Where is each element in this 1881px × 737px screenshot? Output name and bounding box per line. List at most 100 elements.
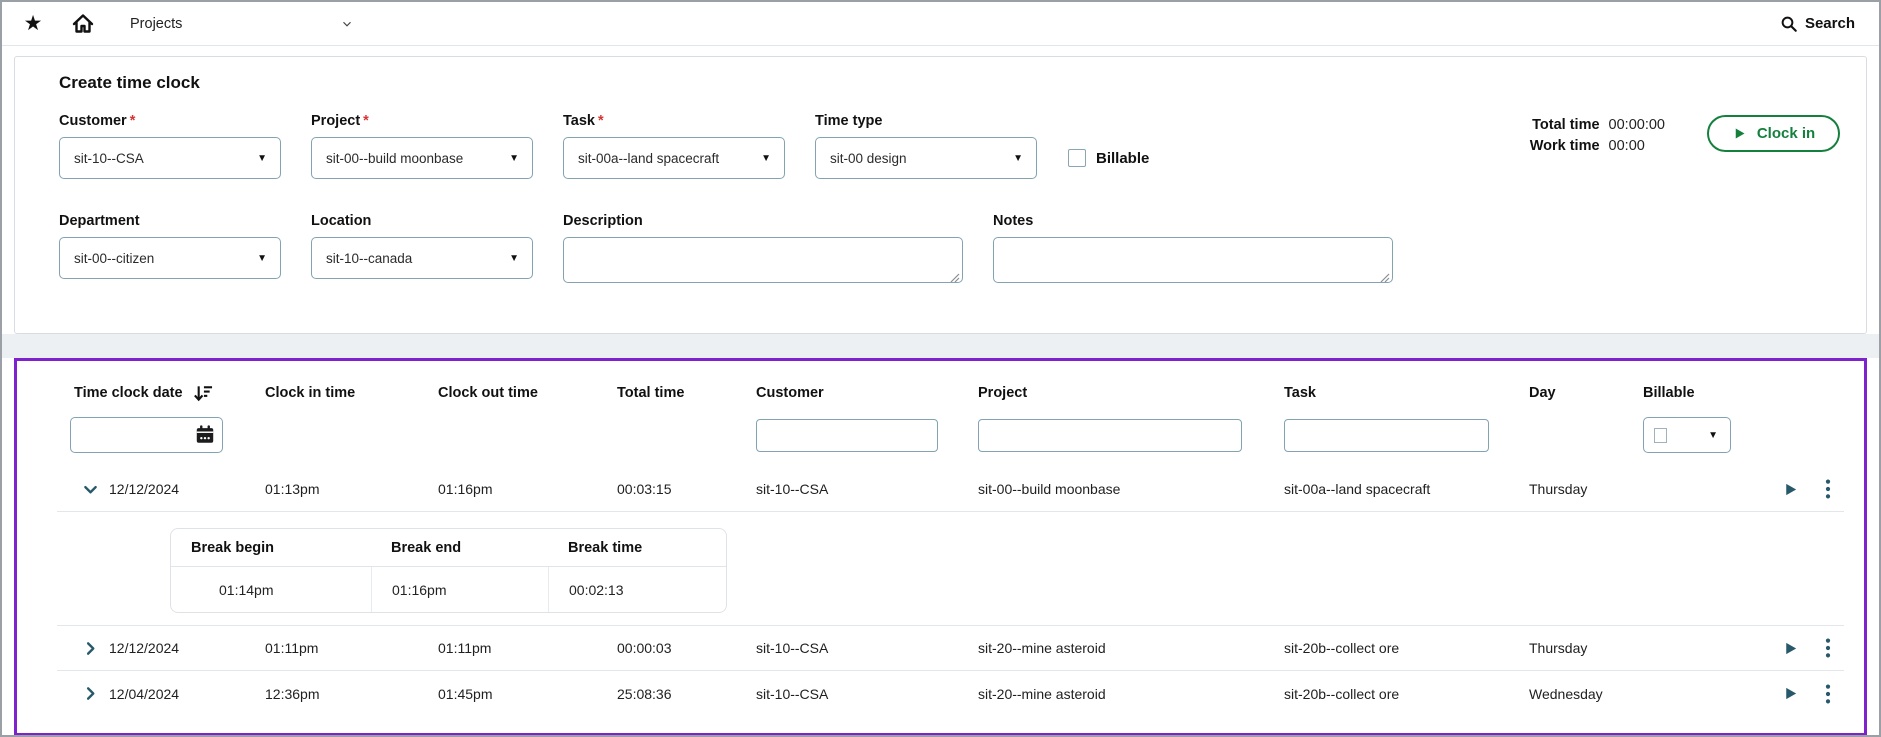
row-menu-kebab-icon[interactable] (1825, 478, 1831, 500)
break-end-value: 01:16pm (371, 567, 548, 612)
total-time-value: 00:00:00 (1608, 117, 1665, 133)
expand-row-chevron-right-icon[interactable] (81, 684, 100, 703)
break-begin-header: Break begin (191, 539, 274, 556)
project-field-group: Project * sit-00--build moonbase ▼ (311, 113, 533, 179)
sort-descending-icon[interactable] (192, 383, 213, 403)
task-select-value: sit-00a--land spacecraft (578, 150, 720, 166)
clock-in-button[interactable]: Clock in (1707, 115, 1840, 152)
cell-total: 25:08:36 (617, 685, 672, 702)
cell-day: Thursday (1529, 481, 1588, 497)
task-filter-input[interactable] (1284, 418, 1489, 452)
notes-textarea[interactable] (993, 237, 1393, 283)
break-sub-table: Break begin Break end Break time 01:14pm… (170, 528, 727, 613)
cell-date: 12/04/2024 (109, 685, 180, 702)
customer-label: Customer (59, 113, 127, 129)
chevron-down-icon: ▼ (1013, 152, 1023, 164)
top-navigation-bar: ★ Projects Search (2, 2, 1879, 46)
time-type-field-group: Time type sit-00 design ▼ (815, 113, 1037, 179)
break-end-header: Break end (391, 539, 462, 556)
department-select-value: sit-00--citizen (74, 250, 155, 266)
column-header-project: Project (978, 385, 1028, 401)
collapse-row-chevron-down-icon[interactable] (81, 480, 100, 499)
required-marker: * (363, 113, 369, 129)
time-type-select[interactable]: sit-00 design ▼ (815, 137, 1037, 179)
cell-task: sit-20b--collect ore (1284, 640, 1400, 656)
break-time-value: 00:02:13 (548, 567, 726, 612)
description-textarea[interactable] (563, 237, 963, 283)
location-select[interactable]: sit-10--canada ▼ (311, 237, 533, 279)
cell-customer: sit-10--CSA (756, 481, 829, 497)
column-header-clock-in: Clock in time (265, 385, 356, 401)
break-detail-section: Break begin Break end Break time 01:14pm… (57, 512, 1844, 626)
department-select[interactable]: sit-00--citizen ▼ (59, 237, 281, 279)
favorite-star-icon[interactable]: ★ (23, 12, 43, 35)
column-header-task: Task (1284, 385, 1316, 401)
location-label: Location (311, 213, 372, 229)
chevron-down-icon: ▼ (509, 252, 519, 264)
cell-project: sit-20--mine asteroid (978, 685, 1106, 702)
task-select[interactable]: sit-00a--land spacecraft ▼ (563, 137, 785, 179)
notes-label: Notes (993, 213, 1034, 229)
cell-project: sit-20--mine asteroid (978, 640, 1106, 656)
cell-clock-in: 01:13pm (265, 481, 320, 497)
chevron-down-icon: ▼ (761, 152, 771, 164)
column-header-total: Total time (617, 385, 685, 401)
description-label: Description (563, 213, 643, 229)
billable-filter-select[interactable]: ▼ (1643, 417, 1731, 453)
search-label: Search (1804, 15, 1855, 32)
projects-nav-dropdown[interactable]: Projects (124, 12, 360, 36)
table-row[interactable]: 12/12/2024 01:11pm 01:11pm 00:00:03 sit-… (57, 626, 1844, 671)
customer-field-group: Customer * sit-10--CSA ▼ (59, 113, 281, 179)
break-time-header: Break time (568, 539, 643, 556)
customer-filter-input[interactable] (756, 418, 938, 452)
required-marker: * (597, 113, 604, 129)
chevron-down-icon: ▼ (257, 152, 267, 164)
project-filter-input[interactable] (978, 418, 1242, 452)
billable-checkbox[interactable] (1068, 149, 1086, 167)
break-header-row: Break begin Break end Break time (171, 529, 726, 567)
task-label: Task (563, 113, 595, 129)
resume-play-icon[interactable] (1782, 685, 1799, 702)
table-header-row: Time clock date Clock in time Clock out … (57, 381, 1844, 405)
project-select[interactable]: sit-00--build moonbase ▼ (311, 137, 533, 179)
notes-field-group: Notes (993, 213, 1393, 288)
search-button[interactable]: Search (1780, 15, 1855, 33)
cell-day: Thursday (1529, 640, 1588, 656)
calendar-icon[interactable] (194, 424, 216, 450)
billable-checkbox-group[interactable]: Billable (1068, 113, 1149, 167)
cell-date: 12/12/2024 (109, 481, 180, 497)
customer-select[interactable]: sit-10--CSA ▼ (59, 137, 281, 179)
row-menu-kebab-icon[interactable] (1825, 683, 1831, 705)
chevron-down-icon: ▼ (509, 152, 519, 164)
column-header-customer: Customer (756, 385, 824, 401)
panel-title: Create time clock (59, 73, 200, 92)
department-field-group: Department sit-00--citizen ▼ (59, 213, 281, 279)
table-row[interactable]: 12/12/2024 01:13pm 01:16pm 00:03:15 sit-… (57, 467, 1844, 512)
cell-task: sit-20b--collect ore (1284, 685, 1400, 702)
resume-play-icon[interactable] (1782, 640, 1799, 657)
resume-play-icon[interactable] (1782, 481, 1799, 498)
clock-in-label: Clock in (1756, 125, 1816, 142)
chevron-down-icon (343, 21, 351, 27)
cell-clock-out: 01:16pm (438, 481, 493, 497)
project-select-value: sit-00--build moonbase (326, 150, 464, 166)
project-label: Project (311, 113, 361, 129)
expand-row-chevron-right-icon[interactable] (81, 639, 100, 658)
column-header-billable: Billable (1643, 385, 1695, 401)
required-marker: * (129, 113, 136, 129)
column-header-date: Time clock date (74, 385, 183, 401)
cell-clock-out: 01:45pm (438, 685, 493, 702)
customer-select-value: sit-10--CSA (74, 150, 144, 166)
create-time-clock-panel: Create time clock Customer * sit-10--CSA … (14, 56, 1867, 334)
table-row[interactable]: 12/04/2024 12:36pm 01:45pm 25:08:36 sit-… (57, 671, 1844, 716)
search-icon (1781, 16, 1797, 32)
chevron-down-icon: ▼ (1708, 429, 1718, 441)
cell-date: 12/12/2024 (109, 640, 180, 656)
cell-clock-in: 12:36pm (265, 685, 320, 702)
play-icon (1735, 128, 1745, 139)
cell-clock-in: 01:11pm (265, 640, 319, 656)
cell-customer: sit-10--CSA (756, 640, 829, 656)
home-icon[interactable] (70, 11, 96, 37)
row-menu-kebab-icon[interactable] (1825, 637, 1831, 659)
